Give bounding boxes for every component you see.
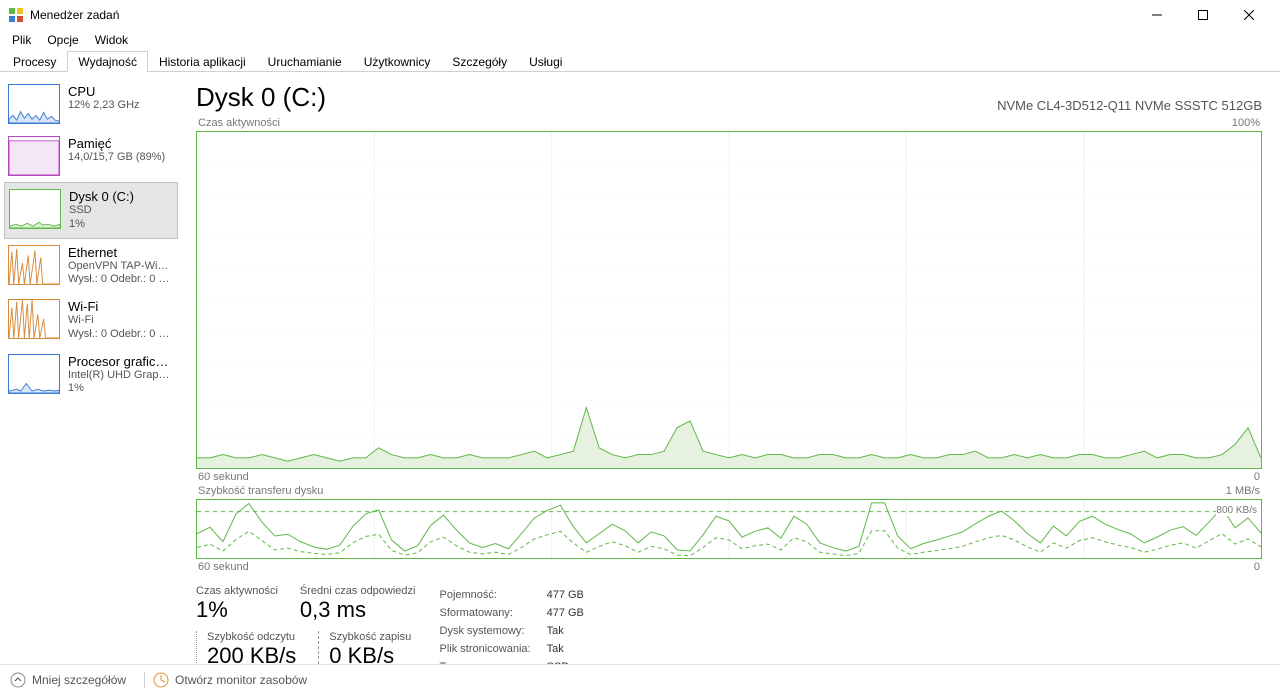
chart2-footer-right: 0 [1254, 561, 1260, 573]
page-title: Dysk 0 (C:) [196, 82, 326, 113]
ref-line-label: 800 KB/s [1216, 505, 1257, 516]
footer: Mniej szczegółów Otwórz monitor zasobów [0, 664, 1280, 694]
sidebar-sub: 1% [68, 382, 174, 396]
stat-response-value: 0,3 ms [300, 597, 416, 623]
sidebar-title: Dysk 0 (C:) [69, 189, 173, 204]
prop-val: 477 GB [547, 587, 598, 603]
sidebar: CPU12% 2,23 GHzPamięć14,0/15,7 GB (89%)D… [0, 72, 182, 664]
prop-val: Tak [547, 623, 598, 639]
tabbar: ProcesyWydajnośćHistoria aplikacjiUrucha… [0, 50, 1280, 72]
prop-val: 477 GB [547, 605, 598, 621]
sidebar-title: Procesor graficzny [68, 354, 174, 369]
prop-row: Plik stronicowania:Tak [440, 641, 598, 657]
stat-activity-label: Czas aktywności [196, 585, 278, 597]
cpu-thumb [8, 84, 60, 124]
tab-uruchamianie[interactable]: Uruchamianie [257, 51, 353, 72]
footer-separator [144, 672, 145, 688]
wifi-thumb [8, 299, 60, 339]
prop-key: Dysk systemowy: [440, 623, 545, 639]
sidebar-title: Ethernet [68, 245, 174, 260]
sidebar-title: CPU [68, 84, 174, 99]
tab-szczegóły[interactable]: Szczegóły [441, 51, 518, 72]
sidebar-item-cpu[interactable]: CPU12% 2,23 GHz [4, 78, 178, 130]
chart1-caption-right: 100% [1232, 117, 1260, 129]
sidebar-sub: 14,0/15,7 GB (89%) [68, 151, 174, 165]
stat-read-label: Szybkość odczytu [207, 631, 296, 643]
stat-activity-value: 1% [196, 597, 278, 623]
maximize-button[interactable] [1180, 0, 1226, 30]
stat-write-label: Szybkość zapisu [329, 631, 411, 643]
tab-usługi[interactable]: Usługi [518, 51, 573, 72]
chart2-footer-left: 60 sekund [198, 561, 249, 573]
sidebar-item-memory[interactable]: Pamięć14,0/15,7 GB (89%) [4, 130, 178, 182]
ethernet-thumb [8, 245, 60, 285]
fewer-details-link[interactable]: Mniej szczegółów [10, 672, 126, 688]
chart1-footer-left: 60 sekund [198, 471, 249, 483]
tab-procesy[interactable]: Procesy [2, 51, 67, 72]
disk-model: NVMe CL4-3D512-Q11 NVMe SSSTC 512GB [997, 98, 1262, 113]
chart1-footer-right: 0 [1254, 471, 1260, 483]
prop-key: Pojemność: [440, 587, 545, 603]
menu-opcje[interactable]: Opcje [39, 31, 86, 49]
sidebar-sub: 1% [69, 218, 173, 232]
stat-write-value: 0 KB/s [329, 643, 411, 664]
prop-row: Sformatowany:477 GB [440, 605, 598, 621]
stat-response-label: Średni czas odpowiedzi [300, 585, 416, 597]
sidebar-item-disk[interactable]: Dysk 0 (C:)SSD1% [4, 182, 178, 239]
sidebar-sub: Intel(R) UHD Graphics [68, 369, 174, 383]
prop-key: Plik stronicowania: [440, 641, 545, 657]
prop-key: Sformatowany: [440, 605, 545, 621]
tab-wydajność[interactable]: Wydajność [67, 51, 148, 72]
chart2-caption-left: Szybkość transferu dysku [198, 485, 323, 497]
sidebar-sub: 12% 2,23 GHz [68, 99, 174, 113]
activity-chart [196, 131, 1262, 469]
main-panel: Dysk 0 (C:) NVMe CL4-3D512-Q11 NVMe SSST… [182, 72, 1280, 664]
disk-properties-table: Pojemność:477 GBSformatowany:477 GBDysk … [438, 585, 600, 664]
menu-widok[interactable]: Widok [87, 31, 136, 49]
resource-monitor-link[interactable]: Otwórz monitor zasobów [153, 672, 307, 688]
sidebar-item-ethernet[interactable]: EthernetOpenVPN TAP-Windo...Wysł.: 0 Ode… [4, 239, 178, 294]
close-button[interactable] [1226, 0, 1272, 30]
sidebar-item-gpu[interactable]: Procesor graficznyIntel(R) UHD Graphics1… [4, 348, 178, 403]
menubar: PlikOpcjeWidok [0, 30, 1280, 50]
tab-historia-aplikacji[interactable]: Historia aplikacji [148, 51, 257, 72]
chart2-caption-right: 1 MB/s [1226, 485, 1260, 497]
sidebar-sub: Wysł.: 0 Odebr.: 0 Kb/s [68, 273, 174, 287]
memory-thumb [8, 136, 60, 176]
sidebar-sub: Wi-Fi [68, 314, 174, 328]
prop-row: Pojemność:477 GB [440, 587, 598, 603]
disk-thumb [9, 189, 61, 229]
tab-użytkownicy[interactable]: Użytkownicy [353, 51, 442, 72]
prop-val: Tak [547, 641, 598, 657]
app-icon [8, 7, 24, 23]
stat-read-value: 200 KB/s [207, 643, 296, 664]
sidebar-sub: OpenVPN TAP-Windo... [68, 260, 174, 274]
prop-row: Dysk systemowy:Tak [440, 623, 598, 639]
window-title: Menedżer zadań [30, 8, 119, 22]
sidebar-item-wifi[interactable]: Wi-FiWi-FiWysł.: 0 Odebr.: 0 Kb/s [4, 293, 178, 348]
sidebar-title: Wi-Fi [68, 299, 174, 314]
minimize-button[interactable] [1134, 0, 1180, 30]
chart1-caption-left: Czas aktywności [198, 117, 280, 129]
sidebar-sub: Wysł.: 0 Odebr.: 0 Kb/s [68, 328, 174, 342]
gpu-thumb [8, 354, 60, 394]
menu-plik[interactable]: Plik [4, 31, 39, 49]
sidebar-title: Pamięć [68, 136, 174, 151]
titlebar: Menedżer zadań [0, 0, 1280, 30]
sidebar-sub: SSD [69, 204, 173, 218]
transfer-chart: 800 KB/s [196, 499, 1262, 559]
